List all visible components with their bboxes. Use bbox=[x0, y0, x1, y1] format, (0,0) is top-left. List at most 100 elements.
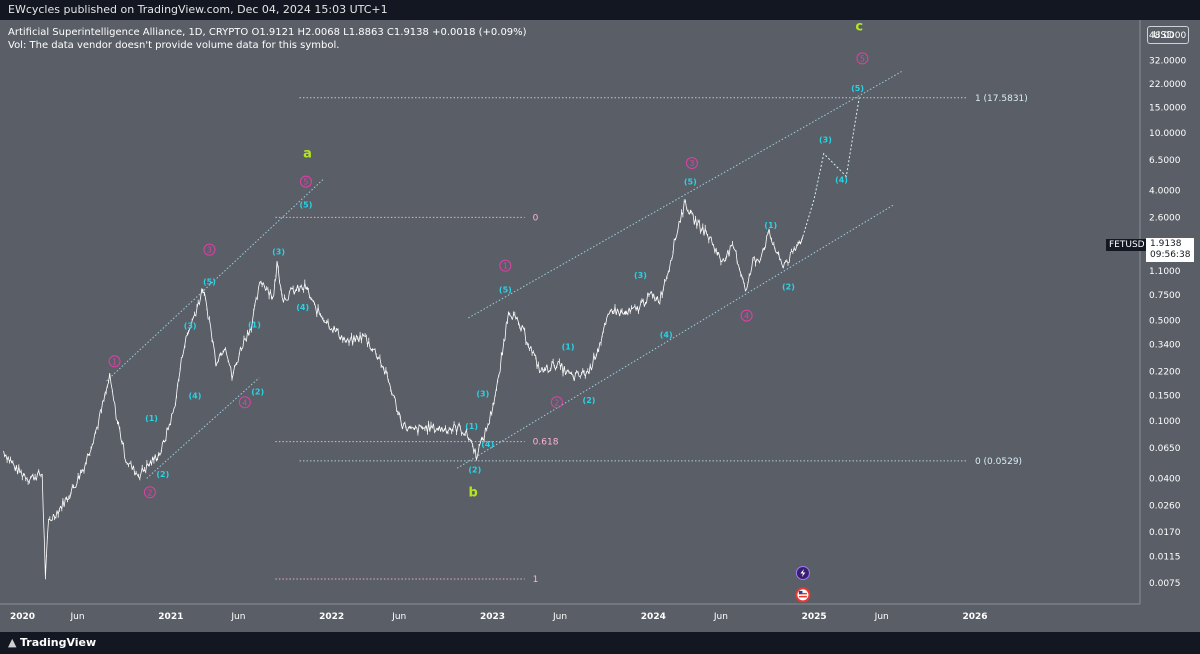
channel-line-0 bbox=[106, 178, 324, 382]
wave-circle-2 bbox=[203, 243, 216, 256]
chart-background bbox=[0, 20, 1200, 632]
wave-label-major-1: 2 bbox=[147, 488, 152, 497]
fib-label-4: 0 (0.0529) bbox=[975, 457, 1022, 467]
wave-label-minor-18: (4) bbox=[296, 303, 309, 312]
price-tick-1: 32.0000 bbox=[1149, 56, 1186, 66]
price-tick-0: 48.0000 bbox=[1149, 31, 1186, 41]
price-tick-19: 0.0170 bbox=[1149, 528, 1181, 538]
wave-label-minor-19: (5) bbox=[299, 200, 312, 209]
wave-label-minor-15: (1) bbox=[248, 320, 261, 329]
channel-line-1 bbox=[146, 377, 260, 479]
us-flag-stripe-1 bbox=[798, 592, 807, 595]
wave-label-minor-27: (3) bbox=[634, 271, 647, 280]
wave-label-major-8: 4 bbox=[744, 312, 749, 321]
time-axis[interactable]: 2020 Jun 2021 Jun 2022 Jun 2023 Jun 2024 Jun 2025 J… bbox=[10, 612, 988, 622]
wave-label-abc-36: b bbox=[469, 486, 478, 501]
wave-label-minor-17: (3) bbox=[272, 248, 285, 257]
wave-circle-6 bbox=[550, 396, 563, 409]
fib-label-3: 1 (17.5831) bbox=[975, 94, 1028, 104]
price-tick-4: 10.0000 bbox=[1149, 129, 1186, 139]
price-chart[interactable]: 0 0.618 1 1 (17.5831) 0 (0.0529) 1 2 3 4 5 1 2 3 4 5 (… bbox=[0, 20, 1200, 632]
wave-label-minor-28: (4) bbox=[660, 330, 673, 339]
time-tick-8: 2024 bbox=[641, 612, 666, 622]
channel-lines bbox=[106, 70, 903, 479]
wave-label-minor-30: (1) bbox=[764, 221, 777, 230]
wave-label-major-0: 1 bbox=[112, 357, 117, 366]
flash-event-icon-glyph bbox=[800, 569, 806, 578]
projection-line bbox=[802, 97, 860, 237]
wave-label-minor-34: (5) bbox=[851, 84, 864, 93]
wave-label-major-5: 1 bbox=[503, 262, 508, 271]
wave-label-minor-13: (4) bbox=[189, 392, 202, 401]
tradingview-logo[interactable]: ▲ TradingView bbox=[8, 636, 96, 649]
channel-line-2 bbox=[468, 70, 903, 319]
time-tick-7: Jun bbox=[552, 612, 567, 622]
wave-label-abc-35: a bbox=[303, 147, 312, 162]
us-flag-canton bbox=[798, 590, 803, 594]
price-line bbox=[3, 199, 804, 580]
last-price: 1.9138 bbox=[1150, 239, 1182, 249]
time-tick-1: Jun bbox=[70, 612, 85, 622]
wave-circle-3 bbox=[238, 396, 251, 409]
us-flag-event-icon[interactable] bbox=[795, 587, 811, 603]
wave-circle-9 bbox=[856, 52, 869, 65]
wave-label-minor-32: (3) bbox=[819, 136, 832, 145]
wave-circle-8 bbox=[740, 309, 753, 322]
price-series bbox=[3, 199, 804, 580]
footer-bar: ▲ TradingView bbox=[0, 632, 1200, 654]
wave-label-minor-16: (2) bbox=[251, 388, 264, 397]
fib-label-0: 0 bbox=[533, 213, 539, 223]
wave-label-minor-25: (1) bbox=[562, 342, 575, 351]
publisher-bar: EWcycles published on TradingView.com, D… bbox=[0, 0, 1200, 20]
time-tick-5: Jun bbox=[391, 612, 406, 622]
wave-label-abc-37: c bbox=[855, 20, 863, 34]
wave-label-major-4: 5 bbox=[303, 178, 308, 187]
price-tick-13: 0.2200 bbox=[1149, 368, 1181, 378]
price-tick-3: 15.0000 bbox=[1149, 104, 1186, 114]
us-flag-stripe-2 bbox=[798, 595, 807, 598]
wave-label-major-2: 3 bbox=[207, 246, 212, 255]
time-tick-12: 2026 bbox=[962, 612, 987, 622]
price-tick-16: 0.0650 bbox=[1149, 444, 1181, 454]
flash-event-icon[interactable] bbox=[795, 566, 810, 581]
wave-circle-4 bbox=[299, 175, 312, 188]
time-tick-11: Jun bbox=[874, 612, 889, 622]
us-flag-event-icon-bg bbox=[795, 587, 811, 603]
volume-info: Vol: The data vendor doesn't provide vol… bbox=[8, 40, 340, 51]
time-tick-2: 2021 bbox=[158, 612, 183, 622]
price-tick-17: 0.0400 bbox=[1149, 474, 1181, 484]
wave-circle-7 bbox=[685, 156, 698, 169]
time-tick-6: 2023 bbox=[480, 612, 505, 622]
wave-label-major-3: 4 bbox=[242, 398, 247, 407]
fib-label-2: 1 bbox=[533, 575, 539, 585]
wave-label-minor-22: (3) bbox=[476, 390, 489, 399]
wave-circle-0 bbox=[108, 355, 121, 368]
price-tick-20: 0.0115 bbox=[1149, 552, 1181, 562]
time-tick-3: Jun bbox=[230, 612, 245, 622]
fib-levels: 0 0.618 1 1 (17.5831) 0 (0.0529) bbox=[275, 94, 1028, 585]
projection-path bbox=[802, 97, 860, 237]
time-tick-10: 2025 bbox=[802, 612, 827, 622]
wave-label-major-7: 3 bbox=[689, 159, 694, 168]
wave-label-minor-11: (2) bbox=[156, 470, 169, 479]
wave-label-major-9: 5 bbox=[860, 54, 865, 63]
price-axis[interactable]: 48.0000 32.0000 22.0000 15.0000 10.0000 6.500… bbox=[1149, 31, 1186, 589]
price-tick-14: 0.1500 bbox=[1149, 392, 1181, 402]
last-price-tag: 1.9138 09:56:38 bbox=[1146, 238, 1195, 262]
currency-button[interactable]: USD bbox=[1147, 26, 1189, 44]
price-tick-18: 0.0260 bbox=[1149, 501, 1181, 511]
price-tick-7: 2.6000 bbox=[1149, 213, 1181, 223]
time-tick-0: 2020 bbox=[10, 612, 35, 622]
wave-label-minor-24: (5) bbox=[499, 285, 512, 294]
price-tick-5: 6.5000 bbox=[1149, 156, 1181, 166]
price-tick-15: 0.1000 bbox=[1149, 417, 1181, 427]
wave-label-minor-20: (1) bbox=[465, 422, 478, 431]
event-icons[interactable] bbox=[795, 566, 811, 603]
symbol-info: Artificial Superintelligence Alliance, 1… bbox=[8, 27, 527, 38]
wave-labels: 1 2 3 4 5 1 2 3 4 5 (1) (2) (3) (4) (5) (1) (2) (3) (4) (5)… bbox=[108, 20, 869, 501]
wave-label-minor-14: (5) bbox=[203, 278, 216, 287]
tradingview-logo-text: TradingView bbox=[19, 636, 97, 649]
price-tick-21: 0.0075 bbox=[1149, 579, 1181, 589]
publisher-text: EWcycles published on TradingView.com, D… bbox=[8, 3, 388, 16]
price-tick-10: 0.7500 bbox=[1149, 291, 1181, 301]
